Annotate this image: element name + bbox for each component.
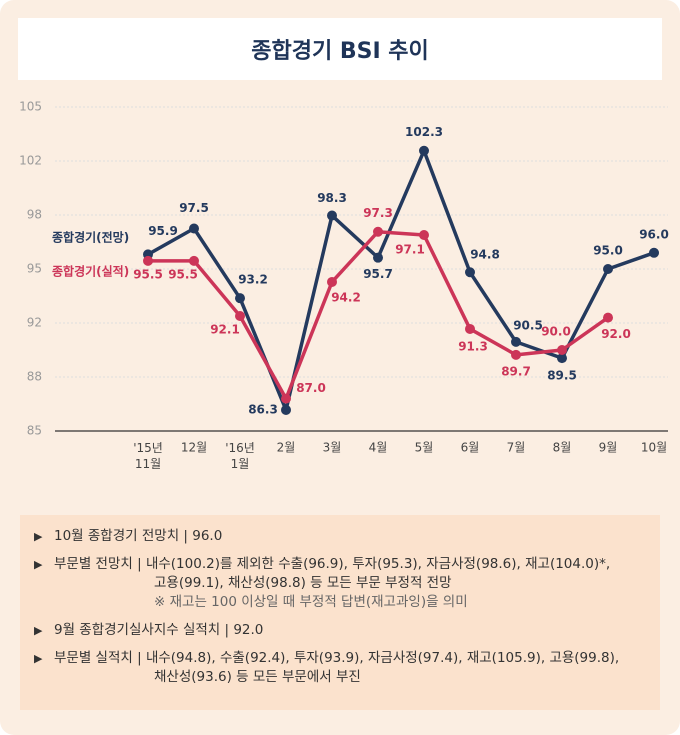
data-label: 89.7 <box>501 364 531 378</box>
note-item: 부문별 실적치 | 내수(94.8), 수출(92.4), 투자(93.9), … <box>34 649 646 687</box>
data-label: 95.5 <box>133 267 163 281</box>
x-tick-label: 5월 <box>415 441 434 455</box>
data-point <box>603 312 613 323</box>
data-point <box>327 276 337 287</box>
y-tick-label: 105 <box>19 100 42 114</box>
data-label: 86.3 <box>248 402 278 416</box>
chart: 85 88 92 95 98 102 105 '15년 11월 12월 '16년 1월 2월 3월 4월 5월… <box>19 100 669 471</box>
x-tick-label: 2월 <box>277 441 296 455</box>
data-point <box>419 229 429 240</box>
note-item: 부문별 전망치 | 내수(100.2)를 제외한 수출(96.9), 투자(95… <box>34 555 646 612</box>
y-tick-label: 88 <box>27 370 42 384</box>
data-label: 93.2 <box>238 273 268 287</box>
x-tick-label: 10월 <box>641 441 667 455</box>
data-label: 90.0 <box>541 325 571 339</box>
data-label: 97.1 <box>395 242 425 256</box>
note-item: 10월 종합경기 전망치 | 96.0 <box>34 527 646 546</box>
series-line <box>147 148 655 412</box>
data-label: 102.3 <box>405 125 443 139</box>
x-tick-label: 8월 <box>553 441 572 455</box>
note-line: 9월 종합경기실사지수 실적치 | 92.0 <box>54 622 264 638</box>
data-label: 95.5 <box>168 267 198 281</box>
data-point <box>649 247 659 258</box>
data-label: 95.9 <box>148 224 178 238</box>
data-point <box>557 345 567 355</box>
data-point <box>327 210 337 221</box>
note-item: 9월 종합경기실사지수 실적치 | 92.0 <box>34 621 646 640</box>
data-label: 98.3 <box>317 191 347 205</box>
data-point <box>189 223 199 234</box>
x-tick-label: 12월 <box>181 441 207 455</box>
y-tick-label: 98 <box>27 208 42 222</box>
note-line: 10월 종합경기 전망치 | 96.0 <box>54 528 223 544</box>
data-point <box>143 255 153 266</box>
legend-label: 종합경기(실적) <box>52 264 129 279</box>
data-point <box>465 267 475 278</box>
data-point <box>511 336 521 347</box>
note-line: ※ 재고는 100 이상일 때 부정적 답변(재고과잉)을 의미 <box>154 594 468 610</box>
data-point <box>235 293 245 304</box>
data-point <box>373 226 383 237</box>
data-point <box>603 264 613 274</box>
data-point <box>419 145 429 156</box>
data-point <box>189 255 199 266</box>
y-tick-label: 102 <box>19 153 42 167</box>
y-tick-label: 85 <box>27 424 42 438</box>
data-point <box>281 404 291 415</box>
x-tick-label: '15년 11월 <box>133 441 163 471</box>
legend-label: 종합경기(전망) <box>52 230 129 245</box>
data-point <box>235 310 245 321</box>
data-label: 94.8 <box>470 248 500 262</box>
x-tick-label: 3월 <box>323 441 342 455</box>
x-tick-label: 6월 <box>461 441 480 455</box>
data-label: 92.0 <box>601 327 631 341</box>
data-point <box>465 323 475 334</box>
data-label: 87.0 <box>296 381 326 395</box>
data-label: 95.7 <box>363 267 393 281</box>
note-line: 부문별 전망치 | 내수(100.2)를 제외한 수출(96.9), 투자(95… <box>54 556 611 572</box>
y-tick-label: 92 <box>27 315 42 329</box>
x-tick-label: 4월 <box>369 441 388 455</box>
data-point <box>511 349 521 360</box>
note-line: 채산성(93.6) 등 모든 부문에서 부진 <box>154 669 361 685</box>
data-label: 90.5 <box>513 318 543 332</box>
data-label: 95.0 <box>593 244 623 258</box>
data-point <box>557 353 567 364</box>
note-line: 고용(99.1), 채산성(98.8) 등 모든 부문 부정적 전망 <box>154 575 452 591</box>
data-label: 94.2 <box>331 290 361 304</box>
data-label: 92.1 <box>210 322 240 336</box>
y-tick-label: 95 <box>27 262 42 276</box>
data-label: 97.3 <box>363 206 393 220</box>
note-line: 부문별 실적치 | 내수(94.8), 수출(92.4), 투자(93.9), … <box>54 650 620 666</box>
data-label: 91.3 <box>458 339 488 353</box>
data-label: 89.5 <box>547 369 577 383</box>
x-tick-label: '16년 1월 <box>225 441 255 471</box>
chart-title: 종합경기 BSI 추이 <box>18 18 662 80</box>
data-label: 96.0 <box>639 227 669 241</box>
x-tick-label: 7월 <box>507 441 526 455</box>
data-label: 97.5 <box>179 201 209 215</box>
notes: 10월 종합경기 전망치 | 96.0 부문별 전망치 | 내수(100.2)를 … <box>20 515 660 710</box>
x-tick-label: 9월 <box>599 441 618 455</box>
data-point <box>373 252 383 263</box>
data-point <box>281 393 291 404</box>
